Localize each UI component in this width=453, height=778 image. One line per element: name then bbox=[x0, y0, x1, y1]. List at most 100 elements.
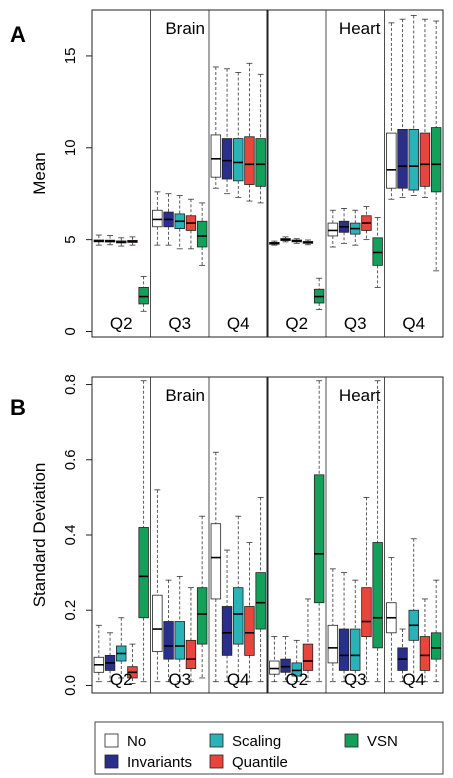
y-tick-label: 0.4 bbox=[62, 525, 79, 546]
box-heart-q2-invariants bbox=[280, 236, 291, 243]
legend-label: Quantile bbox=[232, 754, 288, 771]
legend-item-invariants: Invariants bbox=[104, 754, 192, 771]
box-brain-q4-quantile bbox=[244, 542, 255, 683]
box-body bbox=[185, 639, 197, 669]
tissue-label: Brain bbox=[165, 386, 205, 405]
tissue-label: Brain bbox=[165, 19, 205, 38]
box-heart-q3-scaling bbox=[350, 209, 361, 246]
box-body bbox=[408, 129, 419, 191]
legend-box bbox=[94, 721, 444, 775]
quartile-label: Q4 bbox=[402, 670, 425, 689]
quartile-label: Q2 bbox=[110, 314, 133, 333]
box-body bbox=[269, 660, 280, 675]
box-heart-q3-quantile bbox=[361, 206, 372, 241]
quartile-label: Q4 bbox=[402, 314, 425, 333]
box-heart-q2-quantile bbox=[302, 239, 314, 246]
legend-item-no: No bbox=[104, 733, 146, 750]
legend-item-scaling: Scaling bbox=[209, 733, 281, 750]
quartile-label: Q2 bbox=[110, 670, 133, 689]
box-body bbox=[221, 606, 233, 656]
panel-b: B Standard Deviation 0.0 0.2 0.4 0.6 0.8 Brain H… bbox=[10, 374, 444, 696]
box-body bbox=[372, 542, 383, 649]
box-brain-q2-invariants bbox=[104, 632, 116, 683]
legend-label: Scaling bbox=[232, 733, 281, 750]
box-body bbox=[210, 523, 222, 600]
y-tick-label: 15 bbox=[62, 48, 79, 65]
quartile-label: Q3 bbox=[168, 670, 191, 689]
box-brain-q3-quantile bbox=[185, 198, 197, 250]
box-body bbox=[327, 624, 339, 664]
box-brain-q3-scaling bbox=[174, 575, 185, 683]
box-heart-q2-scaling bbox=[291, 238, 302, 244]
y-tick-label: 0.2 bbox=[62, 600, 79, 621]
box-heart-q4-no bbox=[386, 22, 397, 200]
box-heart-q2-invariants bbox=[280, 636, 291, 683]
box-brain-q4-scaling bbox=[233, 515, 244, 683]
box-body bbox=[397, 129, 408, 189]
box-body bbox=[386, 132, 397, 189]
y-tick-label: 5 bbox=[62, 235, 79, 243]
box-heart-q3-invariants bbox=[338, 208, 350, 244]
box-body bbox=[419, 132, 431, 187]
box-heart-q2-quantile bbox=[302, 598, 314, 683]
box-body bbox=[430, 632, 442, 660]
box-body bbox=[196, 587, 208, 645]
box-brain-q2-vsn bbox=[138, 275, 149, 312]
legend: No Invariants Scaling Quantile VSN bbox=[94, 721, 444, 775]
box-heart-q2-no bbox=[269, 240, 280, 246]
box-heart-q4-vsn bbox=[430, 20, 442, 272]
y-tick-label: 10 bbox=[62, 139, 79, 156]
box-body bbox=[138, 527, 149, 619]
box-body bbox=[291, 662, 302, 677]
box-heart-q4-quantile bbox=[419, 18, 431, 198]
quartile-label: Q2 bbox=[285, 314, 308, 333]
y-tick-label: 0.0 bbox=[62, 675, 79, 696]
box-body bbox=[430, 127, 442, 193]
quartile-label: Q4 bbox=[227, 314, 250, 333]
tissue-label: Heart bbox=[339, 386, 381, 405]
box-brain-q4-no bbox=[210, 451, 222, 683]
box-body bbox=[152, 594, 163, 653]
box-brain-q4-scaling bbox=[233, 72, 244, 198]
box-body bbox=[174, 621, 185, 660]
box-body bbox=[280, 658, 291, 673]
y-tick-label: 0 bbox=[62, 327, 79, 335]
box-brain-q3-no bbox=[152, 191, 163, 246]
box-brain-q2-quantile bbox=[127, 643, 138, 684]
box-body bbox=[313, 474, 325, 604]
legend-swatch bbox=[344, 733, 359, 748]
box-brain-q3-scaling bbox=[174, 195, 185, 250]
box-brain-q3-invariants bbox=[163, 579, 174, 683]
box-body bbox=[302, 643, 314, 671]
box-heart-q3-invariants bbox=[338, 572, 350, 683]
box-brain-q2-vsn bbox=[138, 380, 149, 683]
box-heart-q2-vsn bbox=[313, 380, 325, 683]
box-heart-q2-scaling bbox=[291, 639, 302, 683]
box-brain-q3-quantile bbox=[185, 587, 197, 683]
box-brain-q4-vsn bbox=[255, 73, 266, 204]
legend-swatch bbox=[104, 733, 119, 748]
box-heart-q4-scaling bbox=[408, 15, 419, 196]
quartile-label: Q3 bbox=[344, 670, 367, 689]
box-body bbox=[255, 138, 266, 187]
box-heart-q2-vsn bbox=[313, 277, 325, 310]
box-body bbox=[419, 636, 431, 671]
quartile-label: Q2 bbox=[285, 670, 308, 689]
y-tick-label: 0.6 bbox=[62, 449, 79, 470]
box-heart-q4-invariants bbox=[397, 628, 408, 683]
legend-swatch bbox=[104, 754, 119, 769]
box-brain-q3-no bbox=[152, 489, 163, 683]
box-body bbox=[163, 621, 174, 660]
box-heart-q3-no bbox=[327, 209, 339, 248]
box-heart-q3-vsn bbox=[372, 380, 383, 683]
legend-item-quantile: Quantile bbox=[209, 754, 288, 771]
box-body bbox=[244, 606, 255, 656]
box-heart-q4-no bbox=[386, 557, 397, 683]
legend-swatch bbox=[209, 733, 224, 748]
box-heart-q3-no bbox=[327, 568, 339, 683]
box-heart-q4-vsn bbox=[430, 579, 442, 683]
box-body bbox=[255, 572, 266, 630]
box-brain-q2-scaling bbox=[116, 237, 127, 247]
box-heart-q3-scaling bbox=[350, 579, 361, 683]
box-brain-q4-invariants bbox=[221, 549, 233, 683]
